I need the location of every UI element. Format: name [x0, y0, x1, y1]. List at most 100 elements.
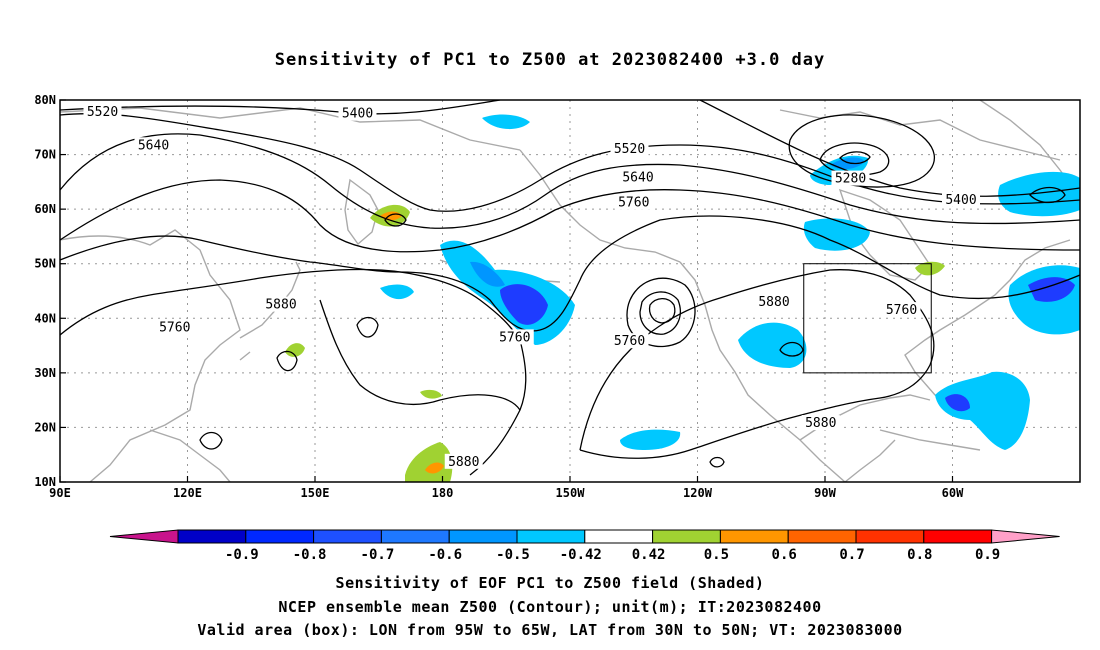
- contour-small-2: [356, 316, 379, 338]
- coast-kamchatka: [344, 178, 379, 246]
- coast-siberia: [60, 107, 521, 151]
- contour-label-bg: [495, 329, 534, 345]
- shade-aleutian-weak: [380, 284, 414, 300]
- coast-southeast-asia: [149, 429, 231, 482]
- lat-tick-label: 40N: [34, 311, 56, 325]
- contour-5400-east: [699, 100, 1080, 197]
- shade-pacific-pos-small: [420, 389, 442, 399]
- contour-5760-high-2: [639, 291, 681, 335]
- contour-label-bg: [942, 191, 980, 207]
- colorbar-segment: [516, 529, 586, 544]
- colorbar-label: 0.8: [907, 547, 932, 563]
- lon-tick-label: 90W: [814, 486, 836, 500]
- colorbar-label: 0.6: [772, 547, 797, 563]
- contour-label: 5880: [448, 455, 479, 470]
- shade-caribbean-weak: [935, 371, 1030, 450]
- longitude-labels: 90E 120E 150E 180 150W 120W 90W 60W: [49, 476, 964, 500]
- contour-5760-loop: [60, 215, 1080, 332]
- lat-tick-label: 30N: [34, 366, 56, 380]
- contour-5760-high: [626, 277, 696, 348]
- colorbar-label: -0.5: [496, 547, 530, 563]
- contour-label-bg: [619, 169, 657, 185]
- contour-5880-east: [579, 269, 935, 459]
- colorbar-left-arrow: [109, 529, 179, 544]
- contour-small-5: [709, 456, 725, 468]
- colorbar-segment: [177, 529, 247, 544]
- colorbar-label: 0.5: [704, 547, 729, 563]
- shade-north-pacific-mid: [470, 261, 505, 287]
- contour-label-bg: [155, 319, 194, 335]
- caption-line-3: Valid area (box): LON from 95W to 65W, L…: [197, 621, 903, 639]
- contour-small-4: [199, 431, 223, 450]
- contour-5400-ring: [788, 114, 936, 188]
- colorbar-label: 0.7: [839, 547, 864, 563]
- colorbar-label: -0.6: [428, 547, 462, 563]
- contour-label: 5880: [805, 416, 836, 431]
- contour-label: 5760: [499, 330, 530, 345]
- contour-label: 5520: [614, 142, 645, 157]
- shade-canada-weak: [803, 218, 870, 251]
- contour-label-bg: [262, 296, 300, 312]
- coast-caribbean: [879, 429, 981, 451]
- colorbar-right-arrow: [991, 529, 1060, 544]
- lat-tick-label: 60N: [34, 202, 56, 216]
- shade-mexico-weak: [738, 322, 807, 368]
- colorbar-segment: [245, 529, 315, 544]
- contour-label: 5520: [87, 105, 118, 120]
- lon-tick-label: 180: [432, 486, 454, 500]
- coast-central-america: [844, 439, 896, 482]
- colorbar-segment: [719, 529, 789, 544]
- shade-east-canada-pos: [915, 261, 945, 276]
- contour-label: 5760: [159, 321, 190, 336]
- colorbar-segment: [584, 529, 654, 544]
- lon-tick-label: 120E: [173, 486, 202, 500]
- lat-tick-label: 70N: [34, 148, 56, 162]
- figure-title: Sensitivity of PC1 to Z500 at 2023082400…: [274, 50, 826, 70]
- lon-tick-label: 90E: [49, 486, 71, 500]
- contour-label-bg: [610, 141, 649, 157]
- contour-label-bg: [801, 415, 840, 431]
- lon-tick-label: 120W: [683, 486, 713, 500]
- lat-tick-label: 20N: [34, 420, 56, 434]
- contour-greenland-bubble: [1029, 186, 1066, 204]
- contour-5880-west: [60, 268, 527, 476]
- contour-label-bg: [444, 453, 483, 469]
- contour-label: 5880: [758, 295, 789, 310]
- colorbar-segment: [923, 529, 993, 544]
- contour-label: 5760: [618, 196, 649, 211]
- contour-small-1: [384, 213, 407, 227]
- contour-label: 5400: [945, 193, 976, 208]
- colorbar-segment: [787, 529, 857, 544]
- shade-caribbean-strong: [945, 394, 970, 412]
- colorbar: -0.9 -0.8 -0.7 -0.6 -0.5 -0.42 0.42 0.5 0.6 0.7 0.…: [109, 529, 1060, 563]
- shade-north-pacific-strong: [500, 284, 548, 325]
- contour-label: 5640: [138, 138, 169, 153]
- contour-label-bg: [83, 104, 122, 120]
- contour-small-6: [779, 341, 804, 357]
- colorbar-segment: [380, 529, 450, 544]
- shade-japan-pos: [285, 343, 305, 357]
- lon-tick-label: 150W: [556, 486, 586, 500]
- contour-label: 5880: [265, 298, 296, 313]
- contour-label-bg: [134, 137, 173, 153]
- caption-line-1: Sensitivity of EOF PC1 to Z500 field (Sh…: [335, 574, 765, 592]
- contour-labels: 5520 5400 5640 5520 5640 5760 5280 5400 5880 5760…: [83, 104, 980, 470]
- lon-tick-label: 150E: [301, 486, 330, 500]
- contour-5760-north: [60, 179, 1080, 253]
- colorbar-segment: [448, 529, 518, 544]
- colorbar-segment: [652, 529, 721, 544]
- contour-5880-lower: [319, 299, 521, 411]
- lon-tick-label: 60W: [942, 486, 964, 500]
- caption-line-2: NCEP ensemble mean Z500 (Contour); unit(…: [278, 598, 822, 616]
- map-gridlines: [60, 100, 1080, 482]
- shade-arctic-weak: [482, 114, 530, 130]
- contour-label-bg: [755, 293, 793, 309]
- colorbar-label: -0.8: [293, 547, 327, 563]
- contour-5760-high-3: [648, 297, 676, 324]
- shade-tropics-pos2: [425, 462, 444, 474]
- shade-hudson-strong: [830, 157, 865, 170]
- lat-tick-label: 50N: [34, 257, 56, 271]
- shade-greenland-weak: [998, 171, 1080, 217]
- colorbar-label: -0.42: [560, 547, 602, 563]
